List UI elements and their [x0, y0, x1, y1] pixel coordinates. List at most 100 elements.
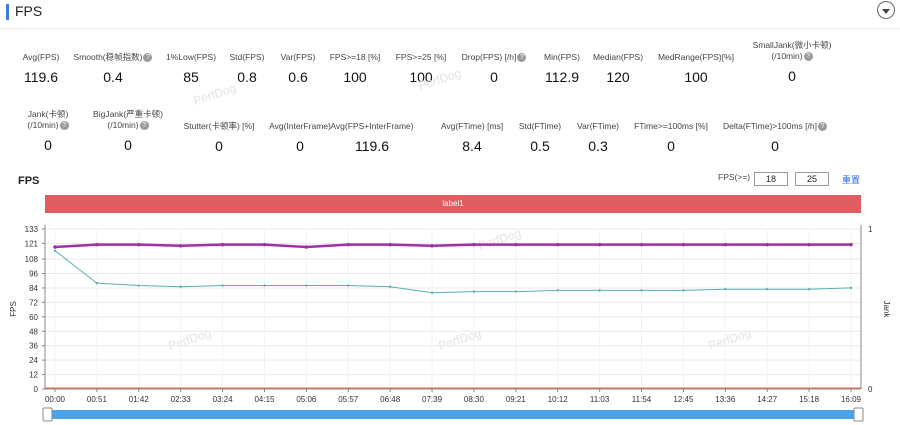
series-point-1 [263, 284, 266, 287]
series-point-1 [179, 285, 182, 288]
metric-label: Drop(FPS) [/h]? [434, 52, 554, 63]
metric-r1-9: Median(FPS) 120 [558, 52, 678, 85]
metric-value: 100 [684, 69, 708, 85]
series-point-0 [430, 244, 434, 248]
metric-value: 100 [343, 69, 367, 85]
watermark-text: PerfDog [437, 326, 483, 353]
help-icon[interactable]: ? [59, 121, 69, 131]
watermark-text: PerfDog [167, 326, 213, 353]
series-point-1 [514, 290, 518, 293]
metric-label-text: Avg(FTime) [ms] [440, 121, 504, 131]
help-icon[interactable]: ? [143, 53, 153, 63]
metric-value: 0.3 [588, 138, 608, 154]
metric-r2-1: BigJank(严重卡顿) (/10min)? 0 [68, 109, 188, 153]
series-point-0 [514, 242, 518, 247]
watermark-text: PerfDog [417, 66, 463, 93]
series-point-1 [598, 289, 601, 292]
help-icon[interactable]: ? [817, 122, 827, 132]
fps-threshold-input-2[interactable] [795, 172, 829, 186]
section-title: FPS [15, 3, 43, 19]
x-tick-label: 00:00 [45, 395, 66, 404]
metric-value: 0.6 [288, 69, 308, 85]
y-tick-label: 133 [25, 225, 39, 234]
fps-threshold-input-1[interactable] [754, 172, 788, 186]
metric-value: 0 [44, 137, 52, 153]
x-tick-label: 01:42 [129, 395, 150, 404]
y-tick-label: 48 [29, 327, 38, 336]
metric-r2-8: FTime>=100ms [%] 0 [611, 121, 731, 154]
metric-r2-7: Var(FTime) 0.3 [538, 121, 658, 154]
metric-value: 100 [409, 69, 433, 85]
y-tick-label: 108 [25, 255, 39, 264]
x-tick-label: 03:24 [213, 395, 234, 404]
metric-label: Avg(FPS) [0, 52, 101, 63]
series-point-1 [640, 289, 643, 292]
metric-label-text: Smooth(稳帧指数) [73, 52, 143, 62]
metric-label-unit: (/10min) [107, 120, 139, 130]
series-point-0 [472, 242, 476, 247]
collapse-chevron-icon[interactable] [877, 1, 895, 19]
metric-label: Avg(FTime) [ms] [412, 121, 532, 132]
metric-value: 0 [296, 138, 304, 154]
metric-value: 0 [788, 68, 796, 84]
metric-label-text: Avg(FPS) [22, 52, 60, 62]
y2-tick-label: 1 [868, 225, 873, 234]
series-point-1 [556, 289, 559, 292]
metric-label-text: Std(FTime) [518, 121, 562, 131]
metric-label-unit: (/10min) [27, 120, 59, 130]
x-tick-label: 13:36 [715, 395, 736, 404]
x-tick-label: 09:21 [506, 395, 527, 404]
slider-handle-left[interactable] [42, 407, 53, 422]
series-point-0 [346, 242, 351, 247]
series-point-0 [597, 242, 602, 247]
series-point-1 [388, 285, 392, 288]
series-point-1 [472, 290, 476, 293]
series-point-1 [807, 287, 811, 291]
x-tick-label: 16:09 [841, 395, 862, 404]
series-point-0 [681, 242, 686, 247]
series-point-0 [220, 242, 225, 247]
metric-r2-3: Avg(InterFrame) 0 [240, 121, 360, 154]
x-tick-label: 04:15 [254, 395, 275, 404]
watermark-text: PerfDog [192, 81, 238, 108]
x-tick-label: 06:48 [380, 395, 401, 404]
metric-r1-5: FPS>=18 [%] 100 [295, 52, 415, 85]
y-tick-label: 12 [29, 371, 38, 380]
series-point-0 [555, 242, 560, 247]
help-icon[interactable]: ? [803, 52, 813, 62]
help-icon[interactable]: ? [517, 53, 527, 63]
metric-value: 0.4 [103, 69, 123, 85]
metric-value: 112.9 [545, 69, 579, 85]
metric-value: 0 [215, 138, 223, 154]
slider-handle-right[interactable] [853, 407, 864, 422]
metric-label: Median(FPS) [558, 52, 678, 63]
metric-label-text: MedRange(FPS)[%] [657, 52, 735, 62]
metric-value: 8.4 [462, 138, 482, 154]
x-tick-label: 05:06 [296, 395, 317, 404]
x-tick-label: 10:12 [548, 395, 569, 404]
reset-button[interactable]: 重置 [842, 175, 861, 185]
metric-r1-7: Drop(FPS) [/h]? 0 [434, 52, 554, 85]
time-range-slider[interactable] [45, 410, 861, 419]
metric-label-text: Std(FPS) [229, 52, 265, 62]
metric-label-text: Median(FPS) [592, 52, 644, 62]
help-icon[interactable]: ? [139, 121, 149, 131]
y-tick-label: 96 [29, 270, 38, 279]
metric-r1-6: FPS>=25 [%] 100 [361, 52, 481, 85]
metric-label: Avg(FPS+InterFrame) [312, 121, 432, 132]
series-point-0 [807, 242, 811, 247]
x-tick-label: 15:18 [799, 395, 820, 404]
metric-r2-0: Jank(卡顿) (/10min)? 0 [0, 109, 108, 153]
section-header: FPS [0, 0, 900, 29]
metric-value: 0 [490, 69, 498, 85]
metric-r1-1: Smooth(稳帧指数)? 0.4 [53, 52, 173, 85]
series-point-1 [95, 281, 99, 285]
metric-label-text: Drop(FPS) [/h] [461, 52, 517, 62]
metric-value: 0 [771, 138, 779, 154]
metric-value: 120 [606, 69, 630, 85]
label-band[interactable]: label1 [45, 195, 861, 213]
series-point-0 [304, 245, 309, 249]
metric-label: Min(FPS) [502, 52, 622, 63]
metric-label: Smooth(稳帧指数)? [53, 52, 173, 63]
metric-label-text: FPS>=25 [%] [395, 52, 447, 62]
